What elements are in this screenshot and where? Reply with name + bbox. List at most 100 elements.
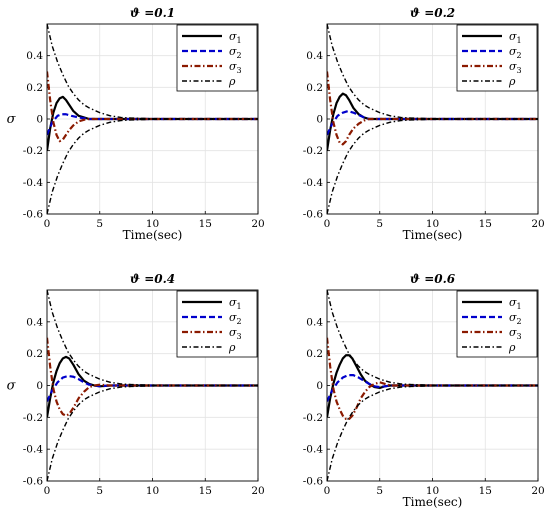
legend-symbol: ρ xyxy=(228,341,236,354)
legend-entry: σ3 xyxy=(229,326,242,341)
x-axis-label: Time(sec) xyxy=(123,228,183,242)
legend-symbol: σ xyxy=(229,45,237,58)
y-tick-label: 0 xyxy=(316,114,323,126)
legend-entry: ρ xyxy=(228,75,236,88)
chart-title: ϑ =0.1 xyxy=(130,6,175,20)
y-tick-label: -0.6 xyxy=(303,209,324,221)
legend-entry: σ2 xyxy=(229,311,242,326)
y-tick-label: 0.2 xyxy=(26,348,43,360)
legend-symbol: σ xyxy=(509,45,517,58)
series-line-4 xyxy=(327,290,538,387)
y-tick-label: -0.4 xyxy=(23,177,44,189)
legend-symbol: σ xyxy=(229,326,237,339)
y-axis-label: σ xyxy=(7,112,17,127)
x-tick-label: 0 xyxy=(324,485,331,497)
x-axis-label: Time(sec) xyxy=(403,228,463,242)
series-line-2 xyxy=(47,374,258,402)
x-tick-label: 5 xyxy=(376,218,383,230)
legend-subscript: 1 xyxy=(237,302,242,311)
y-tick-label: 0.4 xyxy=(306,50,323,62)
x-tick-label: 20 xyxy=(251,218,264,230)
y-tick-label: 0.4 xyxy=(26,316,43,328)
legend-symbol: ρ xyxy=(508,75,516,88)
series-line-4 xyxy=(327,24,538,120)
x-tick-label: 20 xyxy=(531,485,544,497)
chart-title: ϑ =0.6 xyxy=(410,272,456,286)
legend-subscript: 1 xyxy=(237,36,242,45)
legend-symbol: σ xyxy=(229,60,237,73)
x-tick-label: 10 xyxy=(146,218,159,230)
x-tick-label: 15 xyxy=(199,485,212,497)
legend-subscript: 2 xyxy=(517,51,522,60)
legend-entry: ρ xyxy=(508,75,516,88)
y-tick-label: -0.4 xyxy=(303,444,324,456)
legend-subscript: 2 xyxy=(517,317,522,326)
series-line-5 xyxy=(47,384,258,481)
legend-subscript: 2 xyxy=(237,317,242,326)
x-tick-label: 20 xyxy=(251,485,264,497)
chart-panel-1: 0 5 10 15 20 -0.6 -0.4 -0.2 0 0.2 0.4 ϑ =0.1 Time(se… xyxy=(7,6,265,242)
y-tick-label: 0 xyxy=(316,380,323,392)
x-tick-label: 15 xyxy=(479,218,492,230)
chart-panel-2: 0 5 10 15 20 -0.6 -0.4 -0.2 0 0.2 0.4 ϑ =0.2 Time(se… xyxy=(303,6,545,242)
y-tick-label: 0.4 xyxy=(306,316,323,328)
x-tick-label: 5 xyxy=(96,218,103,230)
legend-symbol: ρ xyxy=(508,341,516,354)
y-tick-label: -0.6 xyxy=(23,209,44,221)
axes-box xyxy=(46,289,259,482)
y-tick-label: 0.2 xyxy=(26,82,43,94)
chart-panel-3: 0 5 10 15 20-0.6-0.4-0.200.20.4ϑ =0.4σσ1σ2σ3… xyxy=(7,272,265,497)
series-line-5 xyxy=(327,118,538,214)
chart-title: ϑ =0.2 xyxy=(410,6,455,20)
legend-symbol: σ xyxy=(509,326,517,339)
series-line-4 xyxy=(47,290,258,387)
legend-symbol: σ xyxy=(229,296,237,309)
x-tick-label: 20 xyxy=(531,218,544,230)
legend-entry: ρ xyxy=(228,341,236,354)
y-tick-label: -0.2 xyxy=(303,412,323,424)
y-tick-label: 0 xyxy=(36,380,43,392)
y-tick-label: -0.6 xyxy=(303,476,324,488)
chart-panel-4: 0 5 10 15 20 -0.6 -0.4 -0.2 0 0.2 0.4 ϑ =0.6 Time(se… xyxy=(303,272,545,509)
series-line-4 xyxy=(47,24,258,120)
x-tick-label: 10 xyxy=(426,218,439,230)
legend-symbol: σ xyxy=(509,30,517,43)
legend-entry: σ1 xyxy=(509,30,522,45)
series-line-3 xyxy=(327,71,538,146)
legend-subscript: 2 xyxy=(237,51,242,60)
chart-title: ϑ =0.4 xyxy=(130,272,175,286)
legend-subscript: 1 xyxy=(517,36,522,45)
x-tick-label: 0 xyxy=(324,218,331,230)
legend-entry: σ1 xyxy=(509,296,522,311)
legend-entry: σ3 xyxy=(509,60,522,75)
y-tick-label: 0.2 xyxy=(306,348,323,360)
legend-symbol: σ xyxy=(509,311,517,324)
axes-box xyxy=(326,289,539,482)
legend-symbol: σ xyxy=(229,311,237,324)
y-tick-label: -0.4 xyxy=(23,444,44,456)
legend-entry: σ2 xyxy=(509,311,522,326)
series-line-2 xyxy=(327,374,538,402)
legend-entry: σ3 xyxy=(229,60,242,75)
axes-box xyxy=(326,23,539,215)
x-tick-label: 0 xyxy=(44,218,51,230)
x-tick-label: 10 xyxy=(426,485,439,497)
axes-box xyxy=(46,23,259,215)
series-line-5 xyxy=(47,118,258,214)
x-tick-label: 10 xyxy=(146,485,159,497)
legend-subscript: 3 xyxy=(517,332,522,341)
legend-symbol: σ xyxy=(509,296,517,309)
legend-entry: σ1 xyxy=(229,296,242,311)
legend-entry: σ1 xyxy=(229,30,242,45)
y-tick-label: 0.4 xyxy=(26,50,43,62)
x-tick-label: 15 xyxy=(199,218,212,230)
legend-symbol: σ xyxy=(229,30,237,43)
y-axis-label: σ xyxy=(7,379,17,394)
y-tick-label: -0.2 xyxy=(303,145,323,157)
y-tick-label: -0.2 xyxy=(23,412,43,424)
x-tick-label: 5 xyxy=(376,485,383,497)
